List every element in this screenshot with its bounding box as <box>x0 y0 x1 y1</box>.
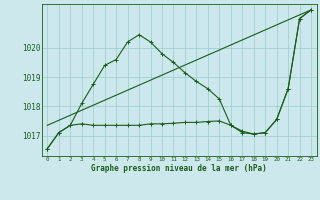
X-axis label: Graphe pression niveau de la mer (hPa): Graphe pression niveau de la mer (hPa) <box>91 164 267 173</box>
